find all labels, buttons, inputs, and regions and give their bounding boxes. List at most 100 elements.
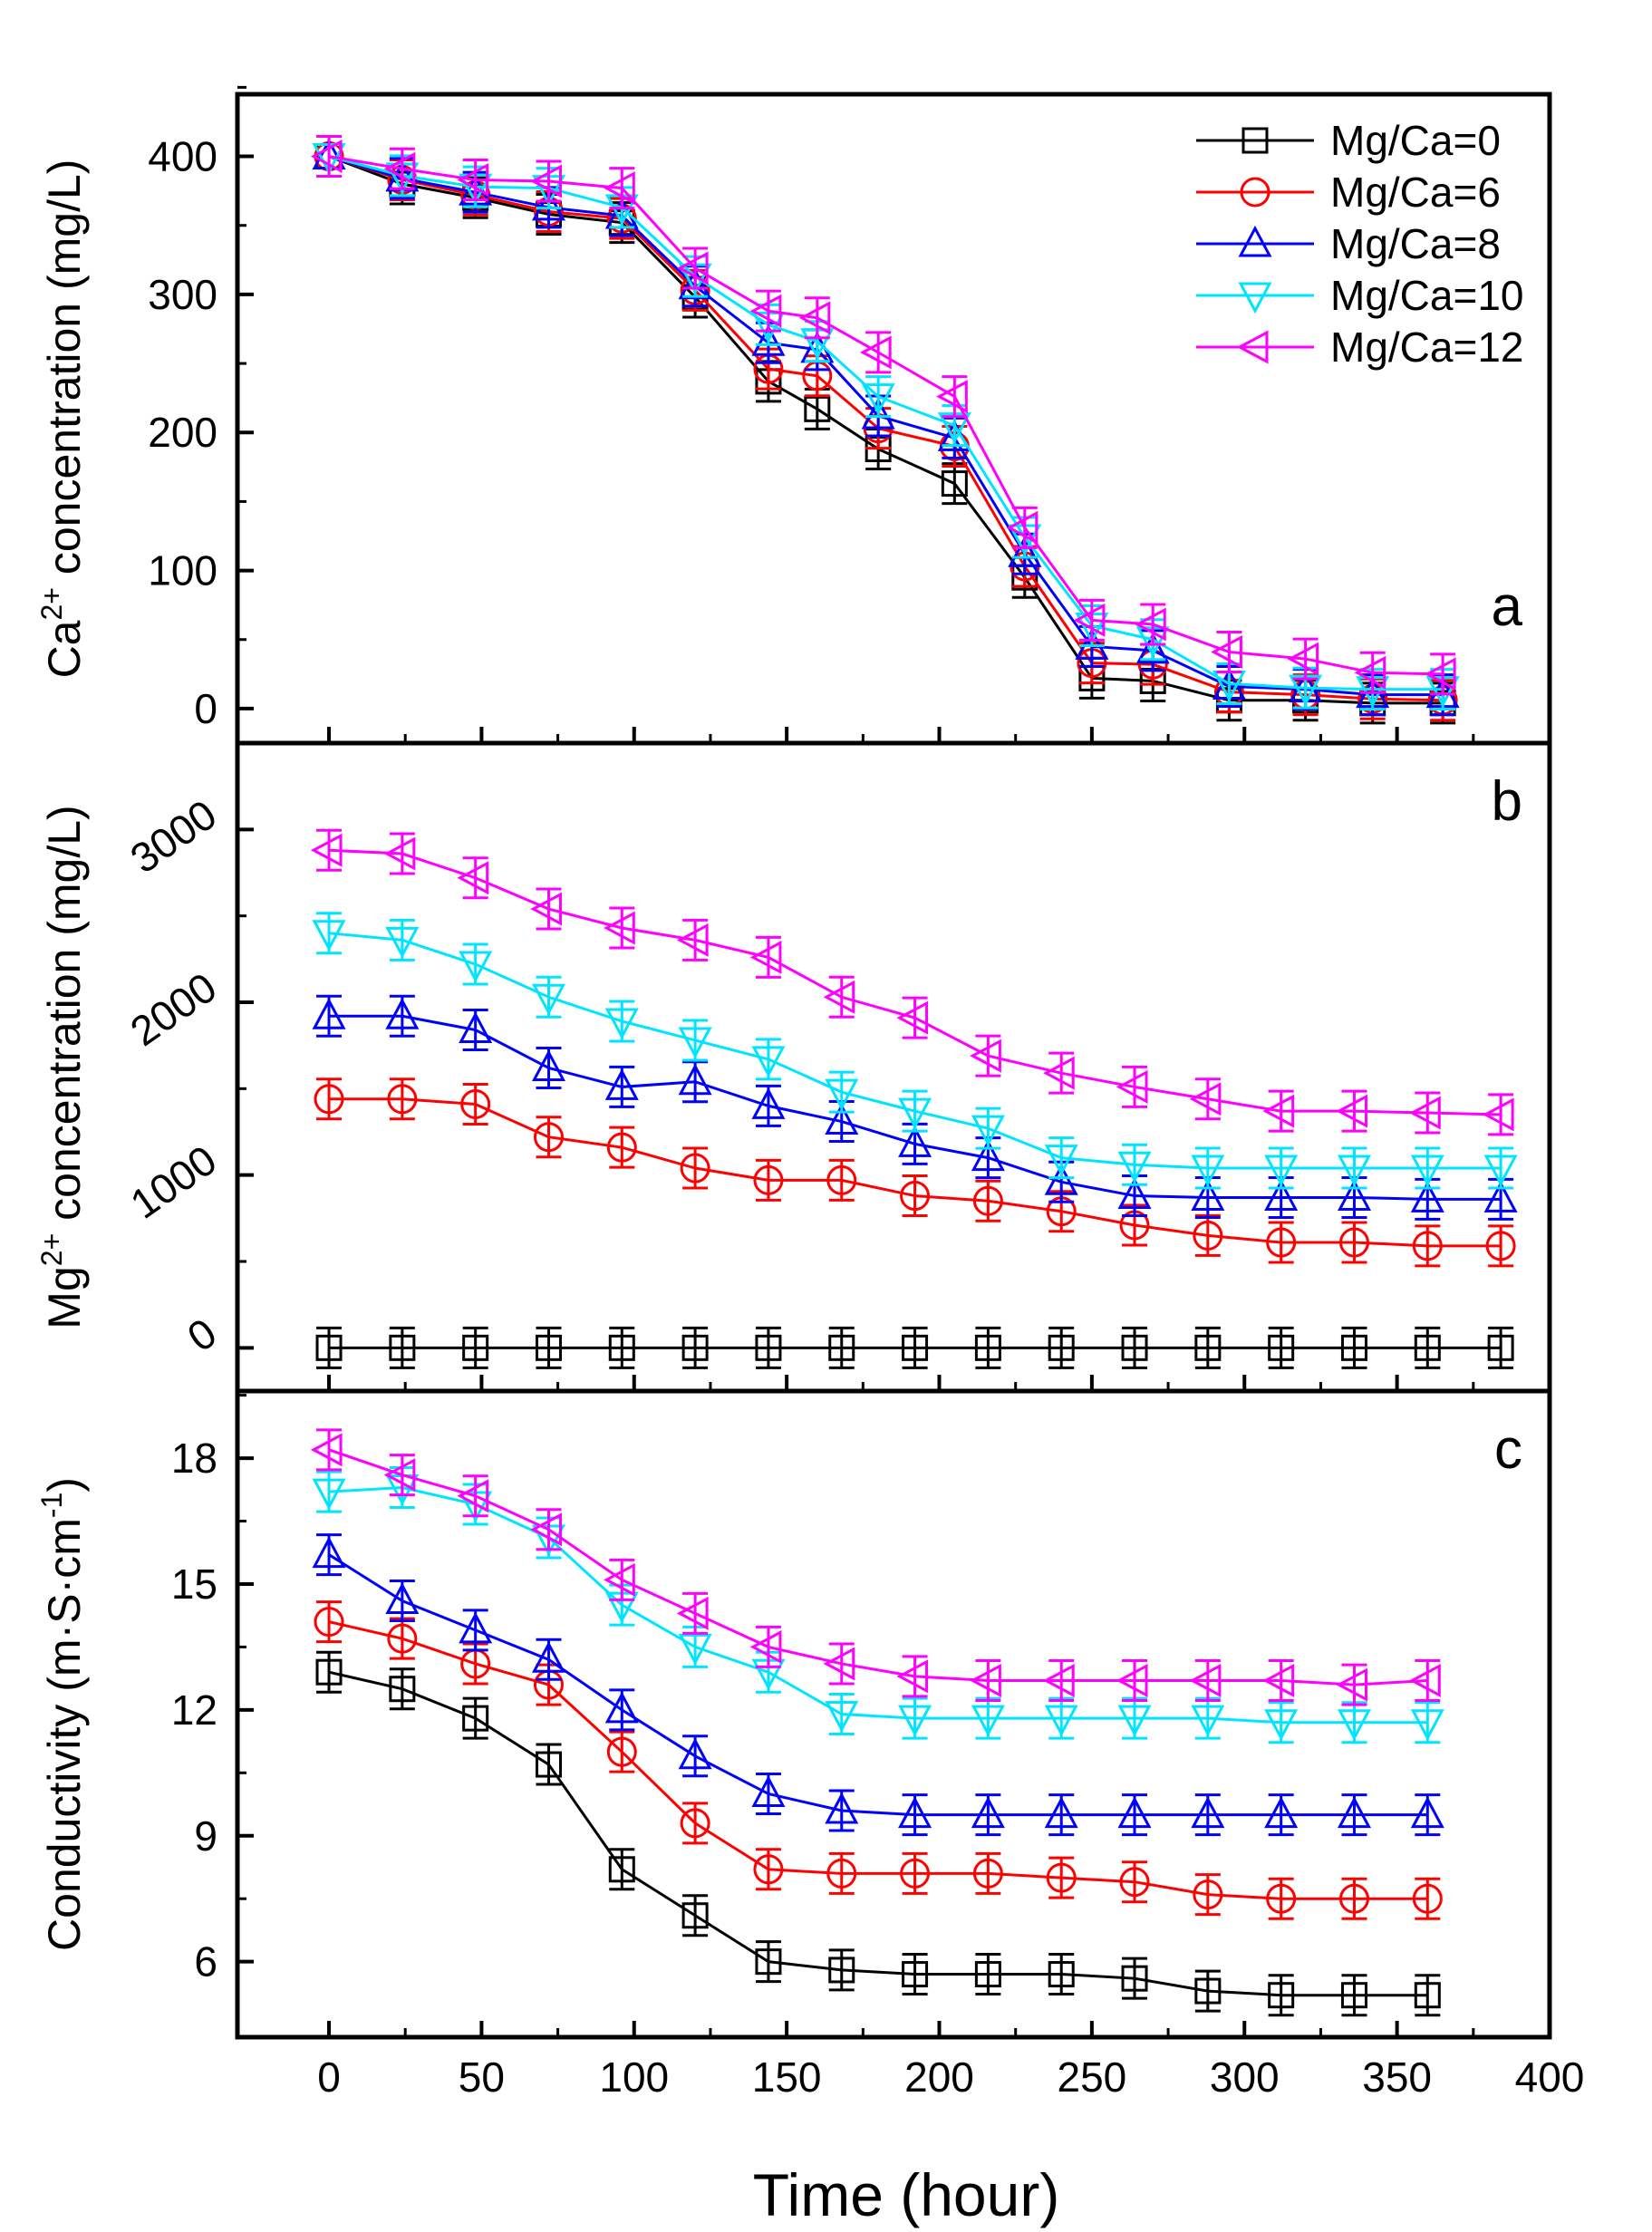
x-tick-label: 250: [1058, 2053, 1127, 2101]
data-point: [1287, 642, 1319, 676]
y-tick-label: 15: [171, 1560, 217, 1608]
data-point: [1412, 1231, 1443, 1261]
data-point: [941, 470, 968, 498]
series-mg-ca-12: [310, 828, 1514, 1136]
data-point: [314, 1084, 344, 1115]
legend-marker: [1238, 225, 1272, 257]
data-point: [1073, 603, 1106, 637]
data-point: [823, 1647, 855, 1681]
data-point: [1412, 1883, 1443, 1914]
x-tick-label: 350: [1362, 2053, 1432, 2101]
data-point: [804, 395, 831, 422]
data-point: [1337, 1796, 1371, 1829]
data-point: [312, 998, 346, 1029]
data-point: [606, 1736, 637, 1767]
legend-marker: [1236, 330, 1269, 364]
data-point: [970, 1039, 1001, 1073]
data-point: [680, 1153, 710, 1184]
data-point: [1048, 1961, 1075, 1988]
data-point: [383, 151, 416, 186]
data-point: [530, 892, 562, 926]
data-point: [678, 1063, 712, 1096]
data-point: [1194, 1977, 1222, 2005]
data-point: [749, 294, 782, 328]
panel-a: 0 100 200 300 400 Ca2+ concentration (mg/L) a: [35, 85, 1552, 746]
legend-marker: [1238, 282, 1272, 314]
legend-label: Mg/Ca=6: [1330, 169, 1501, 216]
legend-marker: [1240, 177, 1270, 208]
data-point: [1266, 1883, 1297, 1914]
data-point: [971, 1115, 1005, 1147]
data-point: [312, 1478, 346, 1511]
data-point: [459, 951, 493, 983]
data-point: [861, 397, 895, 430]
data-point: [387, 1084, 418, 1115]
series-line: [328, 1670, 1428, 1997]
series-mg-ca-0: [315, 1650, 1441, 2017]
y-tick-label: 300: [148, 271, 217, 318]
data-point: [971, 1705, 1005, 1737]
data-point: [1410, 1155, 1444, 1187]
legend-label: Mg/Ca=12: [1330, 324, 1524, 371]
data-point: [902, 1334, 929, 1361]
y-tick-label: 6: [194, 1938, 217, 1986]
data-point: [1117, 1705, 1152, 1737]
data-point: [312, 1536, 346, 1569]
data-point: [604, 1008, 639, 1040]
data-point: [681, 1902, 709, 1929]
data-point: [604, 1562, 635, 1597]
data-point: [1117, 1151, 1152, 1184]
data-point: [1266, 1227, 1297, 1258]
data-point: [1337, 1179, 1371, 1211]
data-point: [828, 1957, 855, 1984]
data-point: [1340, 1982, 1367, 2009]
data-point: [898, 1126, 932, 1157]
y-tick-label: 200: [148, 409, 217, 456]
data-point: [896, 1000, 929, 1035]
data-point: [389, 1676, 416, 1703]
legend-marker: [1241, 127, 1269, 154]
data-point: [531, 188, 565, 221]
data-point: [1336, 1094, 1367, 1128]
series-mg-ca-8: [312, 1533, 1444, 1837]
data-point: [1044, 1705, 1078, 1737]
data-point: [1337, 1709, 1371, 1741]
x-axis-label: Time (hour): [753, 2161, 1060, 2228]
data-point: [676, 923, 709, 957]
data-point: [826, 1164, 857, 1195]
data-point: [798, 301, 831, 335]
data-point: [825, 1103, 859, 1135]
data-point: [1135, 607, 1166, 642]
data-point: [823, 980, 855, 1014]
y-tick-label: 18: [171, 1435, 217, 1482]
data-point: [755, 1948, 782, 1976]
data-point: [1006, 510, 1039, 545]
data-point: [1121, 1965, 1148, 1992]
data-point: [462, 1705, 489, 1732]
data-point: [1483, 1181, 1518, 1213]
y-tick-label: 0: [194, 685, 217, 732]
data-point: [1043, 1663, 1075, 1697]
data-point: [1135, 632, 1170, 664]
series-mg-ca-6: [314, 1600, 1443, 1920]
data-point: [751, 1775, 786, 1807]
y-tick-label: 400: [148, 133, 217, 180]
data-point: [1044, 1796, 1078, 1829]
series-mg-ca-12: [310, 135, 1456, 696]
data-point: [825, 1078, 859, 1111]
data-point: [971, 1139, 1005, 1172]
data-point: [1409, 1663, 1441, 1697]
y-tick-label: 100: [148, 547, 217, 594]
data-point: [1043, 1056, 1075, 1090]
data-point: [1424, 657, 1456, 691]
data-point: [457, 1479, 489, 1513]
panel-letter: c: [1494, 1418, 1522, 1481]
data-point: [1410, 1796, 1444, 1829]
x-tick-label: 300: [1210, 2053, 1280, 2101]
data-point: [825, 1701, 859, 1733]
data-point: [1482, 1097, 1514, 1132]
data-point: [825, 1792, 859, 1824]
data-point: [1117, 1177, 1152, 1210]
